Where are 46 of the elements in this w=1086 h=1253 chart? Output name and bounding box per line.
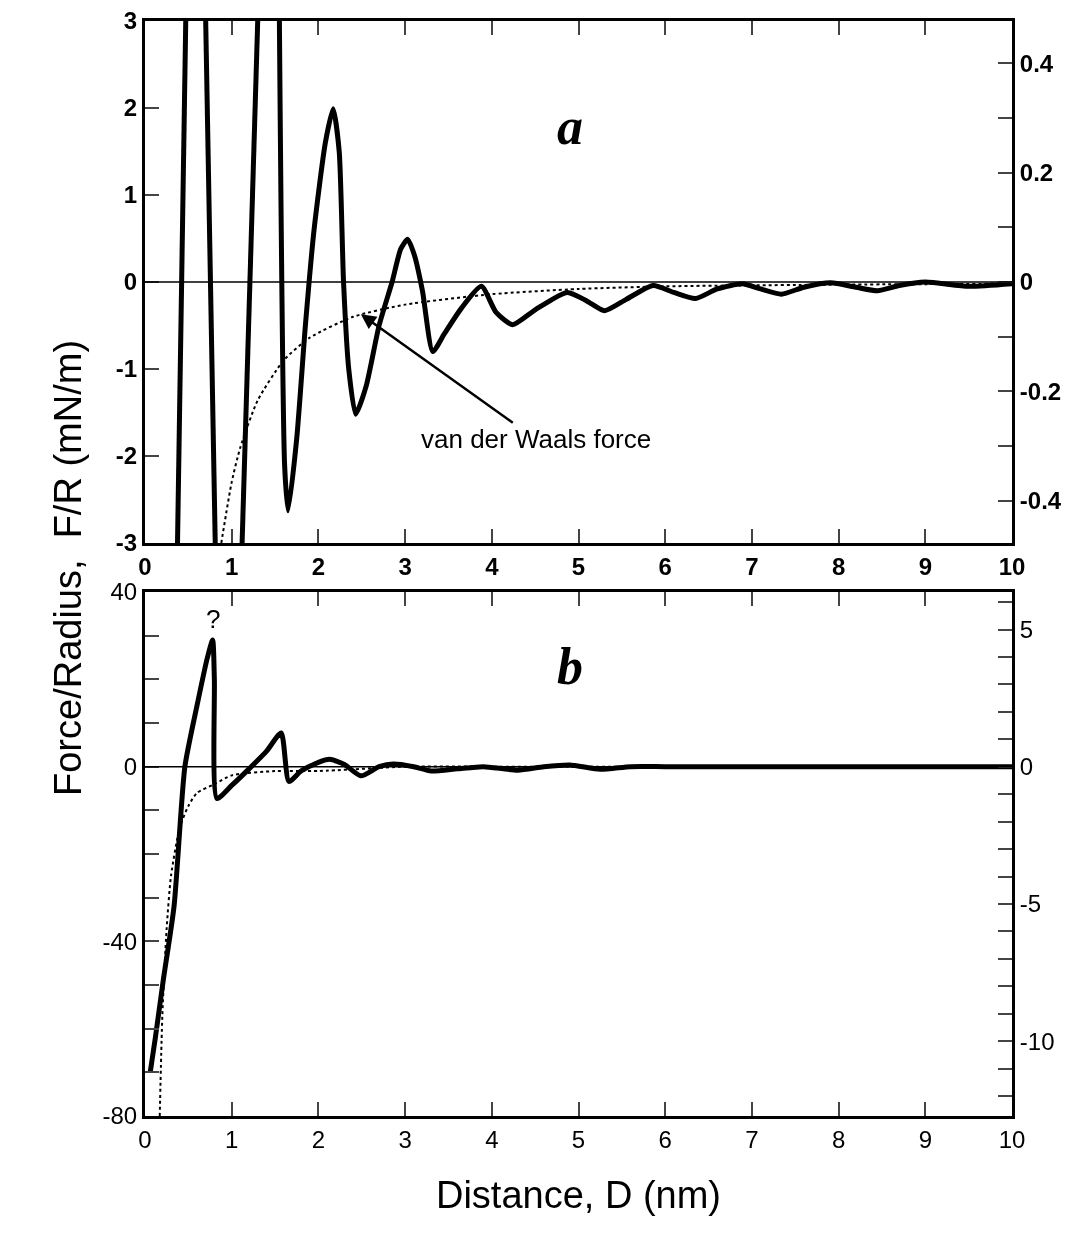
x-tick-label: 10: [998, 1125, 1026, 1153]
y-tick-label: -40: [102, 927, 138, 955]
x-tick-label: 6: [658, 1125, 672, 1153]
y-tick-label: 1: [123, 181, 138, 209]
x-tick-label: 3: [398, 1125, 412, 1153]
x-tick-label: 6: [658, 552, 672, 580]
y2-tick-label: -0.2: [1019, 377, 1062, 405]
annotation: a: [557, 98, 583, 155]
x-tick-label: 9: [918, 552, 932, 580]
y2-tick-label: 0.4: [1019, 49, 1054, 77]
x-tick-label: 5: [571, 1125, 586, 1153]
x-tick-label: 3: [398, 552, 412, 580]
y-tick-label: -3: [115, 529, 138, 557]
x-tick-label: 4: [485, 552, 500, 580]
x-tick-label: 1: [225, 1125, 239, 1153]
y2-tick-label: 0: [1019, 753, 1034, 781]
y-tick-label: 0: [123, 268, 138, 296]
x-tick-label: 7: [745, 552, 759, 580]
y2-tick-label: -0.4: [1019, 487, 1062, 515]
x-tick-label: 1: [225, 552, 239, 580]
x-tick-label: 4: [485, 1125, 499, 1153]
y2-tick-label: 0: [1019, 268, 1034, 296]
x-tick-label: 8: [831, 552, 846, 580]
x-tick-label: 8: [831, 1125, 846, 1153]
annotation: ?: [206, 604, 221, 634]
y-tick-label: -2: [115, 442, 138, 470]
y2-tick-label: -10: [1019, 1027, 1055, 1055]
y2-tick-label: -5: [1019, 890, 1042, 918]
y-tick-label: 3: [123, 7, 138, 35]
x-tick-label: 10: [998, 552, 1026, 580]
x-tick-label: 7: [745, 1125, 759, 1153]
y2-tick-label: 0.2: [1019, 158, 1054, 186]
y2-tick-label: 5: [1019, 615, 1034, 643]
y-tick-label: -1: [115, 355, 138, 383]
x-axis-title: Distance, D (nm): [435, 1173, 722, 1216]
y-axis-title: Force/Radius, F/R (mN/m): [47, 339, 89, 796]
y-tick-label: 2: [123, 94, 138, 122]
y-tick-label: -80: [102, 1102, 138, 1130]
y-tick-label: 40: [110, 578, 138, 606]
x-tick-label: 5: [571, 552, 586, 580]
x-tick-label: 2: [311, 1125, 326, 1153]
y-tick-label: 0: [123, 753, 138, 781]
x-tick-label: 2: [311, 552, 326, 580]
annotation: van der Waals force: [421, 424, 652, 454]
annotation: b: [557, 638, 583, 695]
x-tick-label: 9: [918, 1125, 932, 1153]
